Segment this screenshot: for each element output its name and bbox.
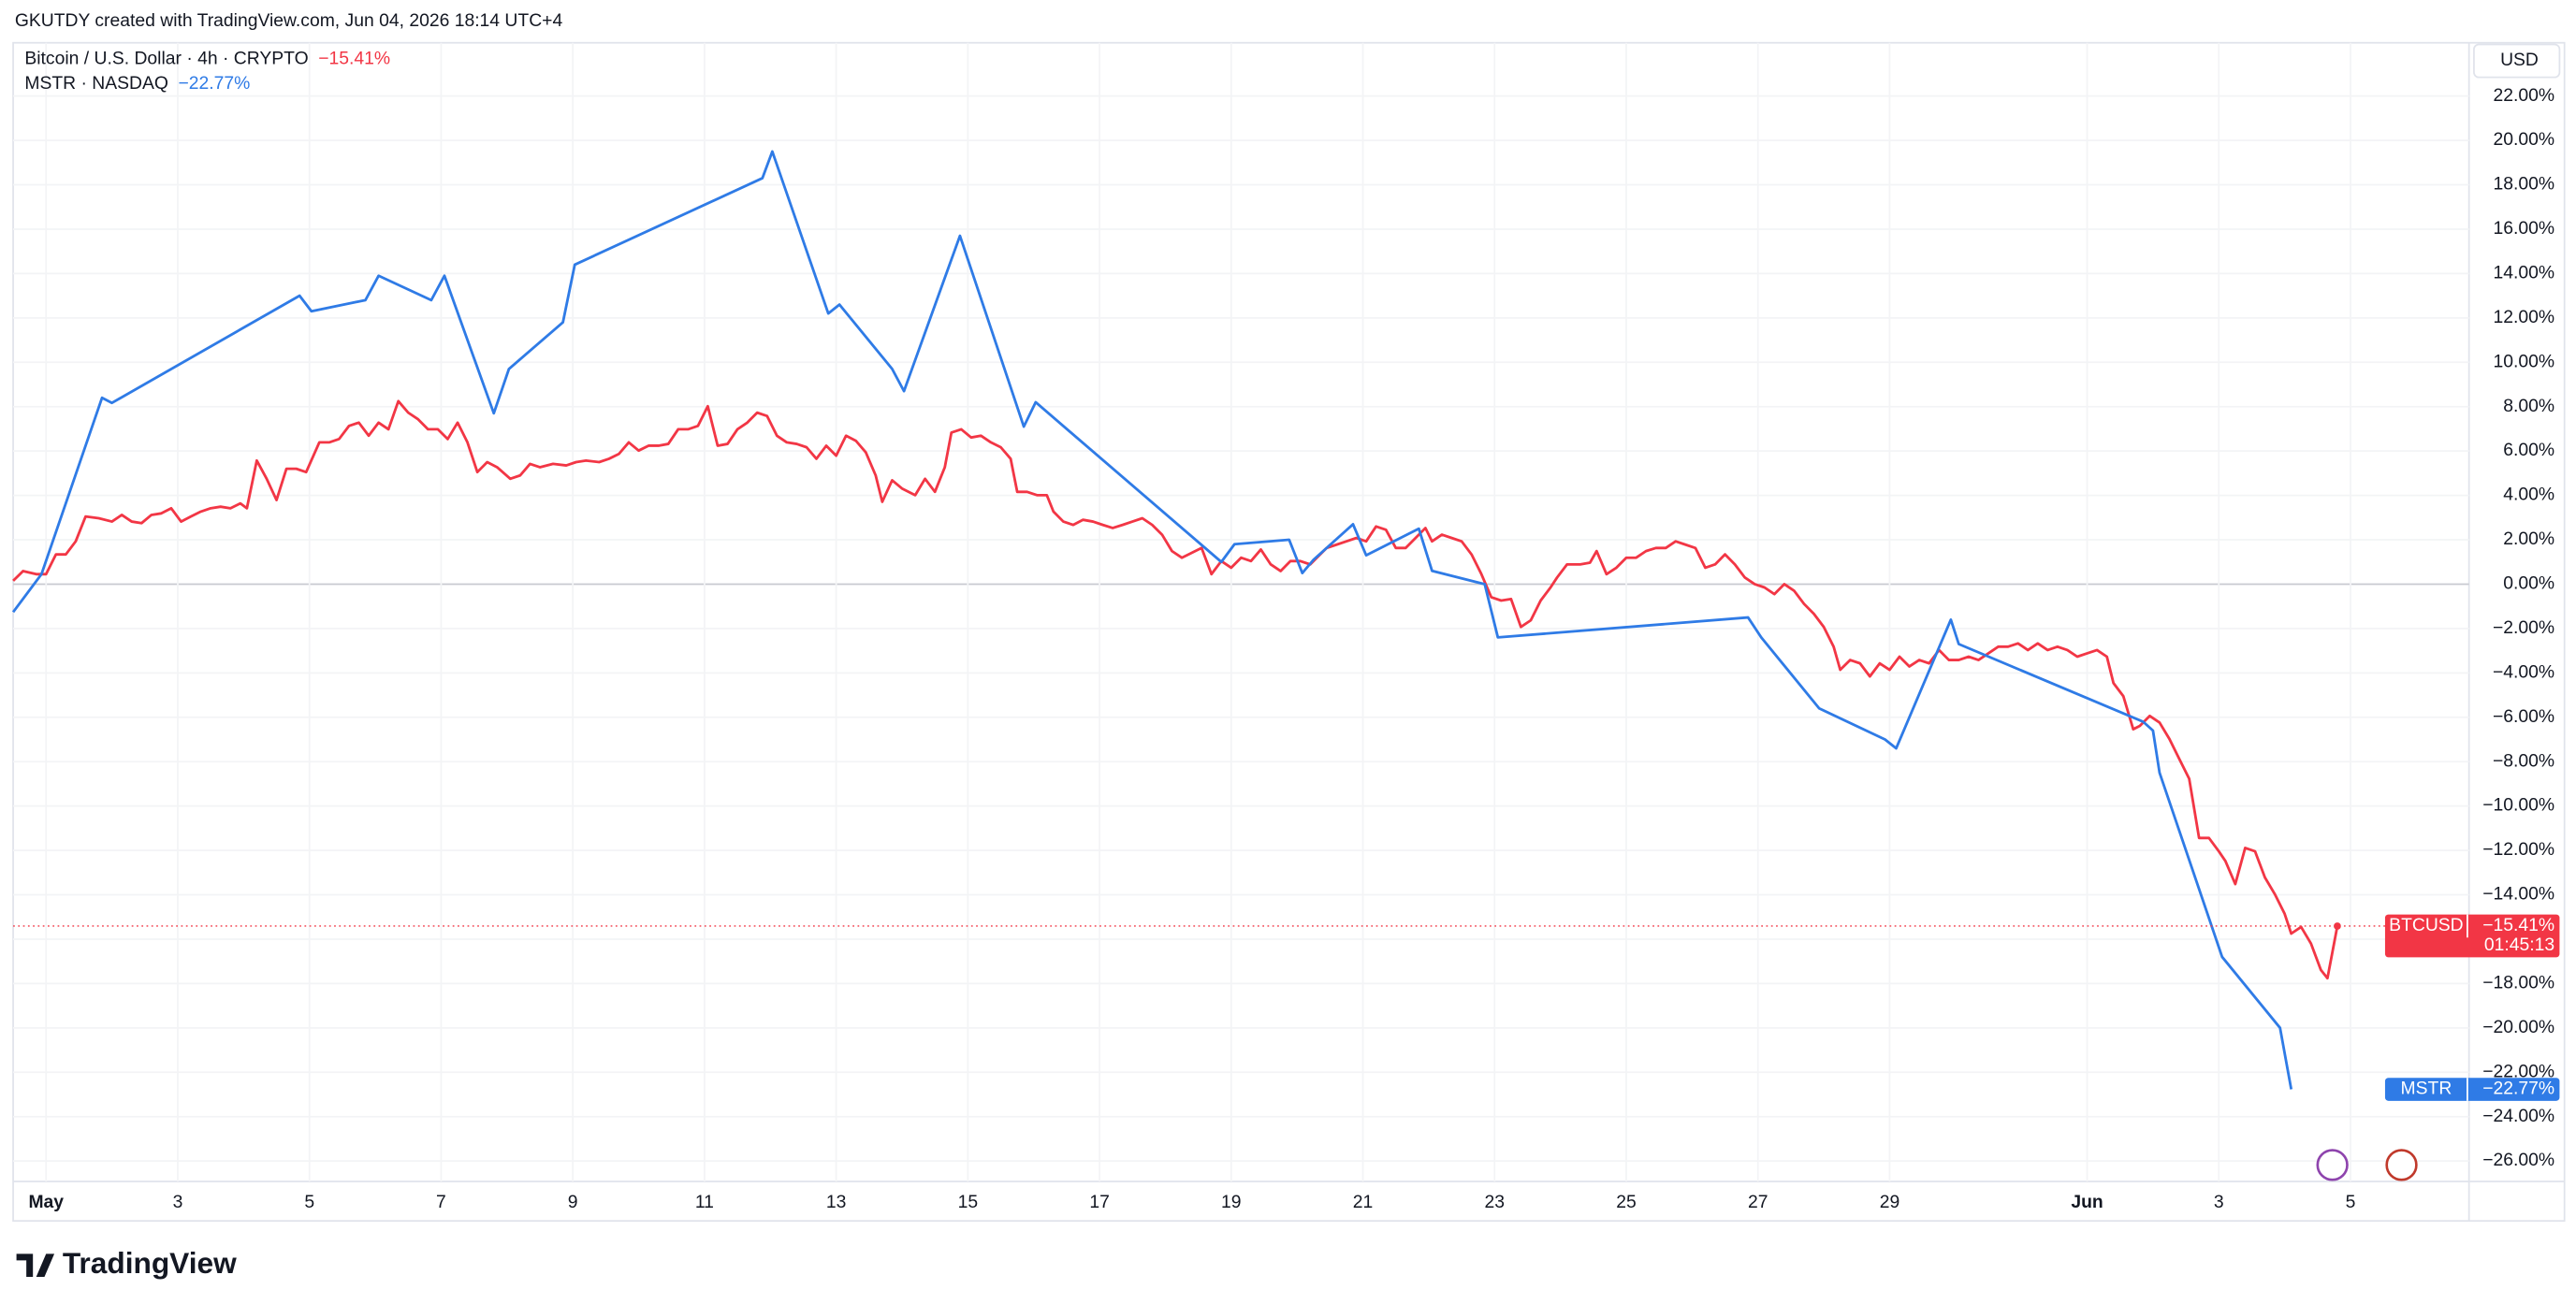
price-tag [2384, 914, 2560, 958]
y-tick-label: 18.00% [2494, 174, 2555, 195]
y-tick-label: −2.00% [2493, 617, 2554, 638]
x-tick-label: 9 [568, 1192, 578, 1212]
last-point [2334, 922, 2341, 930]
legend-name: MSTR · NASDAQ [24, 73, 168, 94]
credit: GKUTDY created with TradingView.com, Jun… [15, 10, 563, 31]
y-tick-label: 16.00% [2494, 218, 2555, 239]
y-tick-label: 0.00% [2503, 573, 2554, 594]
y-tick-label: −4.00% [2493, 661, 2554, 682]
y-tick-label: 12.00% [2494, 307, 2555, 327]
y-tick-label: −12.00% [2482, 839, 2554, 860]
lightning-icon[interactable] [2316, 1149, 2349, 1181]
y-tick-label: −24.00% [2482, 1106, 2554, 1126]
x-tick-label: 23 [1485, 1192, 1506, 1212]
flag-icon[interactable] [2385, 1149, 2418, 1181]
x-tick-label: 5 [2346, 1192, 2356, 1212]
x-tick-label: Jun [2071, 1192, 2103, 1212]
y-tick-label: 6.00% [2503, 440, 2554, 460]
legend-name: Bitcoin / U.S. Dollar · 4h · CRYPTO [24, 48, 308, 68]
chart-frame [12, 41, 2566, 1223]
y-tick-label: −26.00% [2482, 1150, 2554, 1170]
y-tick-label: −14.00% [2482, 884, 2554, 905]
y-tick-label: 22.00% [2494, 85, 2555, 106]
price-tag-name: BTCUSD [2389, 915, 2464, 935]
y-tick-label: 14.00% [2494, 263, 2555, 283]
x-tick-label: 7 [436, 1192, 446, 1212]
price-tag-name: MSTR [2401, 1079, 2452, 1099]
legend-value: −22.77% [179, 73, 251, 94]
x-tick-label: 21 [1353, 1192, 1374, 1212]
series-line [11, 150, 2293, 1090]
y-tick-label: −20.00% [2482, 1017, 2554, 1037]
legend-value: −15.41% [318, 48, 390, 68]
y-tick-label: 2.00% [2503, 529, 2554, 549]
y-tick-label: 8.00% [2503, 396, 2554, 416]
x-tick-label: 3 [173, 1192, 183, 1212]
x-tick-label: 11 [695, 1192, 714, 1212]
y-tick-label: 10.00% [2494, 351, 2555, 371]
y-tick-label: −8.00% [2493, 750, 2554, 771]
price-tag-value: −22.77% [2482, 1079, 2554, 1099]
y-tick-label: −18.00% [2482, 972, 2554, 992]
x-tick-label: May [28, 1192, 64, 1212]
x-tick-label: 19 [1221, 1192, 1242, 1212]
price-tag [2384, 1078, 2560, 1101]
x-tick-label: 29 [1880, 1192, 1900, 1212]
x-tick-label: 13 [826, 1192, 847, 1212]
currency[interactable]: USD [2500, 50, 2539, 70]
y-tick-label: −22.00% [2482, 1061, 2554, 1081]
x-tick-label: 25 [1616, 1192, 1637, 1212]
y-tick-label: 20.00% [2494, 129, 2555, 150]
y-tick-label: −6.00% [2493, 706, 2554, 727]
y-tick-label: 4.00% [2503, 485, 2554, 505]
brand: TradingView [63, 1246, 237, 1280]
countdown: 01:45:13 [2484, 935, 2554, 955]
y-tick-label: −10.00% [2482, 795, 2554, 816]
series-line [12, 399, 2339, 980]
x-tick-label: 27 [1748, 1192, 1768, 1212]
logo-mark [16, 1253, 55, 1277]
x-tick-label: 17 [1089, 1192, 1110, 1212]
x-tick-label: 3 [2214, 1192, 2224, 1212]
x-tick-label: 15 [958, 1192, 979, 1212]
currency-box[interactable] [2473, 43, 2561, 79]
price-tag-value: −15.41% [2482, 915, 2554, 935]
plot [11, 42, 2469, 1181]
x-tick-label: 5 [304, 1192, 314, 1212]
logo: TradingView [16, 1246, 237, 1280]
